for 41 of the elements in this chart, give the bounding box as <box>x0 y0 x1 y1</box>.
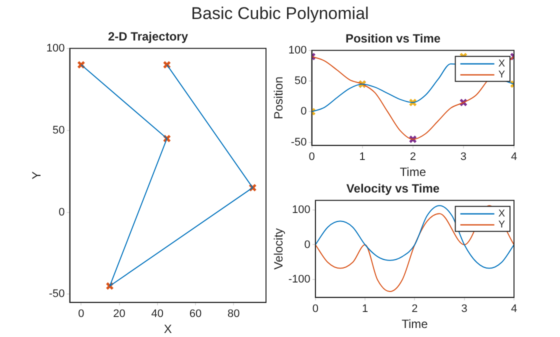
y-axis-title: Position <box>272 76 286 120</box>
y-tick-label: 100 <box>288 44 307 56</box>
y-tick-label: -100 <box>288 273 310 286</box>
chart-title: Position vs Time <box>345 32 441 46</box>
x-tick-label: 0 <box>312 303 318 316</box>
x-tick-label: 3 <box>460 151 466 164</box>
x-tick-label: 60 <box>189 308 202 320</box>
legend-label: X <box>498 208 506 220</box>
x-tick-label: 2 <box>410 151 416 164</box>
x-tick-label: 80 <box>227 308 240 320</box>
x-tick-label: 4 <box>510 303 518 316</box>
y-tick-label: 0 <box>58 206 65 218</box>
line-series <box>315 205 514 269</box>
y-axis-title: Velocity <box>272 228 286 270</box>
y-tick-label: 50 <box>52 124 65 136</box>
x-tick-label: 2 <box>412 303 418 316</box>
x-tick-label: 1 <box>359 151 366 164</box>
chart-title: Velocity vs Time <box>346 182 440 196</box>
y-tick-label: 50 <box>294 75 307 88</box>
x-axis-title: Time <box>402 317 428 332</box>
x-tick-label: 4 <box>510 151 518 164</box>
x-axis-title: Time <box>400 165 426 180</box>
y-axis-title: Y <box>30 171 44 180</box>
y-tick-label: 100 <box>46 42 65 54</box>
legend-label: Y <box>498 220 506 231</box>
legend-label: X <box>498 58 506 70</box>
x-tick-label: 20 <box>113 308 126 320</box>
x-tick-label: 1 <box>362 303 368 316</box>
x-tick-label: 3 <box>461 303 468 316</box>
x-tick-label: 40 <box>151 308 164 320</box>
line-series <box>312 56 514 140</box>
text: Basic Cubic Polynomial <box>190 4 370 24</box>
x-axis-title: X <box>164 322 172 336</box>
y-tick-label: -50 <box>290 136 307 148</box>
y-tick-label: 0 <box>300 106 307 118</box>
y-tick-label: 0 <box>304 238 310 251</box>
y-tick-label: 100 <box>292 204 310 216</box>
legend-label: Y <box>498 70 506 81</box>
x-tick-label: 0 <box>78 308 84 320</box>
chart-title: 2-D Trajectory <box>108 30 188 44</box>
y-tick-label: -50 <box>48 288 65 300</box>
